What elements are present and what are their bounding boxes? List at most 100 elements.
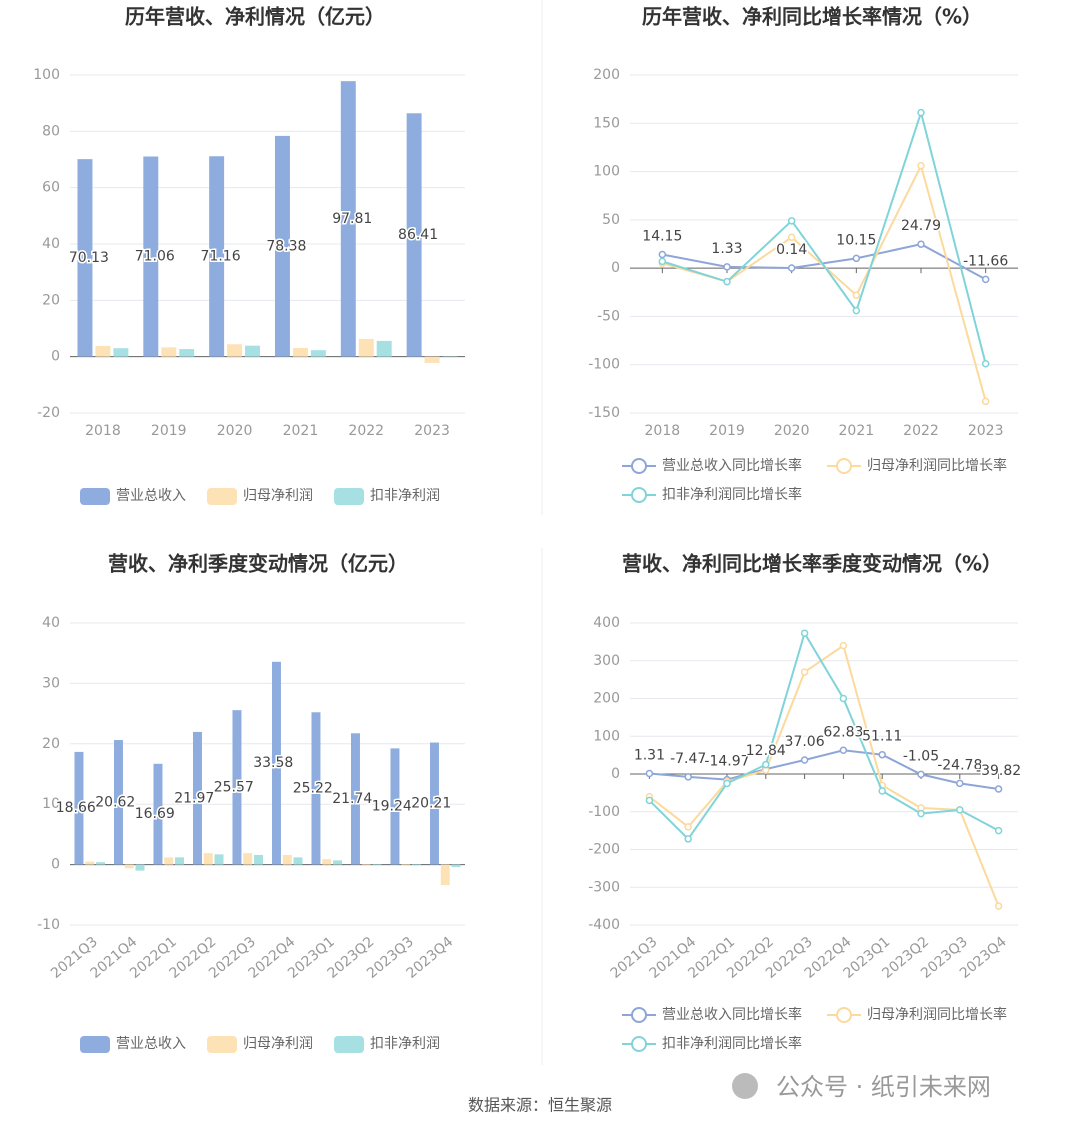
point [658, 250, 667, 259]
data-label: 10.15 [836, 232, 876, 248]
data-label: 25.57 [214, 779, 254, 795]
y-tick-label: 30 [42, 675, 60, 691]
point [994, 826, 1003, 835]
bar [74, 751, 84, 865]
bar [333, 860, 343, 865]
point [645, 769, 654, 778]
data-label: 14.15 [642, 228, 682, 244]
legend-label: 营业总收入同比增长率 [662, 457, 802, 474]
point [762, 760, 770, 769]
y-tick-label: -50 [597, 308, 620, 324]
legend-label: 归母净利润 [243, 487, 313, 504]
x-tick-label: 2023 [968, 423, 1004, 439]
data-label: 21.97 [174, 790, 214, 806]
bar [203, 853, 213, 865]
bar [227, 344, 243, 357]
x-tick-label: 2022 [903, 423, 939, 439]
data-label: 78.38 [266, 238, 306, 254]
x-tick-label: 2020 [774, 423, 810, 439]
bar [161, 347, 177, 357]
legend-swatch [836, 1007, 852, 1023]
bar [113, 348, 129, 357]
x-tick-label: 2019 [709, 423, 745, 439]
y-tick-label: 0 [51, 349, 60, 365]
data-label: -24.78 [937, 757, 982, 773]
wechat-icon [732, 1073, 758, 1099]
chart-title: 营收、净利季度变动情况（亿元） [108, 552, 408, 576]
legend-label: 扣非净利润同比增长率 [662, 486, 802, 503]
y-tick-label: 300 [593, 653, 620, 669]
bar [243, 853, 253, 865]
legend-swatch [631, 458, 647, 474]
bar [175, 857, 185, 865]
x-tick-label: 2021 [283, 423, 319, 439]
point [658, 257, 667, 266]
data-label: 16.69 [135, 806, 175, 822]
bar [440, 864, 450, 886]
y-tick-label: -100 [588, 804, 620, 820]
bar [376, 340, 392, 357]
legend-swatch [836, 458, 852, 474]
point [800, 629, 809, 637]
data-label: 86.41 [398, 227, 438, 243]
y-tick-label: -300 [588, 879, 620, 895]
y-tick-label: -20 [37, 405, 60, 421]
data-label: 18.66 [56, 800, 96, 816]
data-label: 71.06 [135, 249, 175, 265]
legend-label: 归母净利润 [243, 1035, 313, 1052]
y-tick-label: 50 [602, 212, 620, 228]
bar [361, 863, 371, 865]
y-tick-label: 0 [51, 857, 60, 873]
y-tick-label: 100 [593, 728, 620, 744]
data-label: 70.13 [69, 250, 109, 266]
y-tick-label: 400 [593, 615, 620, 631]
point [917, 162, 925, 170]
y-tick-label: 20 [42, 736, 60, 752]
y-tick-label: 200 [593, 691, 620, 707]
data-label: 1.31 [634, 748, 665, 764]
point [839, 641, 848, 650]
bar [311, 712, 321, 865]
legend-swatch [80, 488, 110, 505]
line [662, 109, 987, 364]
legend-swatch [631, 1036, 647, 1052]
point [723, 277, 731, 286]
bar [424, 356, 440, 363]
bar [113, 740, 123, 865]
chart-title: 营收、净利同比增长率季度变动情况（%） [622, 552, 1002, 576]
legend-label: 扣非净利润同比增长率 [662, 1035, 802, 1052]
bar [406, 113, 422, 357]
legend-label: 扣非净利润 [370, 488, 440, 504]
x-tick-label: 2023 [414, 423, 450, 439]
point [994, 902, 1003, 910]
data-label: 20.21 [411, 796, 451, 812]
y-tick-label: 10 [42, 796, 60, 812]
data-label: 25.22 [293, 780, 333, 796]
legend-swatch [334, 1036, 364, 1053]
point [917, 240, 925, 248]
y-tick-label: -400 [588, 917, 620, 933]
legend-label: 归母净利润同比增长率 [867, 1006, 1007, 1023]
data-label: 19.24 [372, 798, 412, 814]
line [648, 644, 1000, 907]
bar [310, 350, 326, 357]
bar [179, 349, 195, 357]
point [839, 694, 848, 703]
data-label: 20.62 [95, 794, 135, 810]
point [723, 779, 731, 788]
point [878, 787, 886, 795]
legend-label: 营业总收入同比增长率 [662, 1006, 802, 1023]
point [981, 397, 990, 406]
data-label: -1.05 [903, 748, 939, 764]
line [662, 243, 987, 281]
point [878, 750, 886, 759]
y-tick-label: 0 [611, 766, 620, 782]
bar [135, 864, 145, 871]
y-tick-label: -100 [588, 357, 620, 373]
bar [153, 763, 163, 865]
bar [245, 345, 261, 357]
data-label: 24.79 [901, 218, 941, 234]
bar [77, 159, 93, 357]
x-tick-label: 2019 [151, 423, 187, 439]
